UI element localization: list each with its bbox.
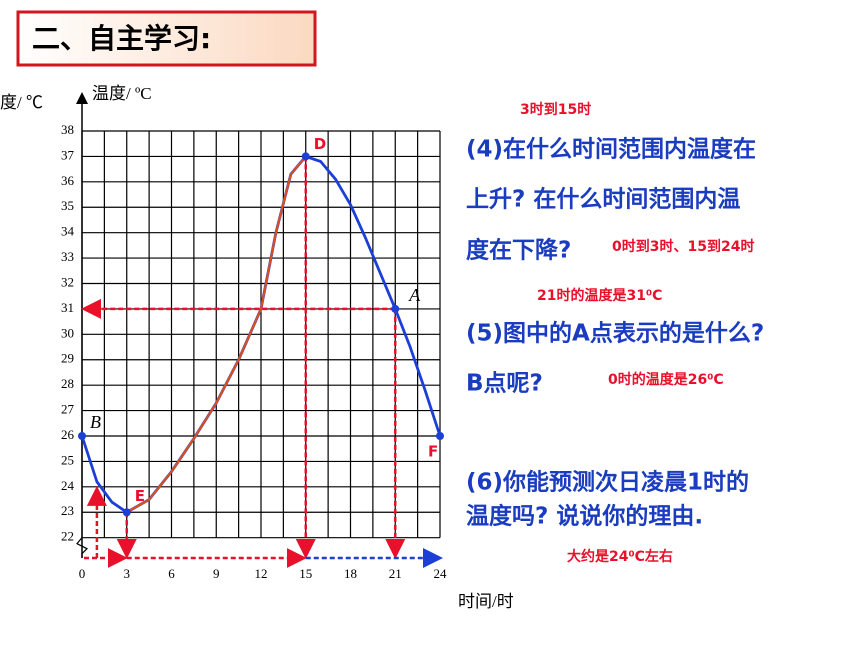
y-tick-label: 27 [61,402,75,417]
x-tick-label: 24 [434,566,448,581]
answer: 21时的温度是31⁰C [537,287,662,304]
point-label: D [314,135,326,153]
point-label: A [408,285,421,305]
question: (6)你能预测次日凌晨1时的 [466,469,749,496]
point [391,304,400,313]
x-tick-label: 9 [213,566,220,581]
y-tick-label: 25 [61,452,74,467]
point [78,432,86,440]
y-tick-label: 30 [61,325,74,340]
point-label: E [135,487,145,505]
point [436,432,444,440]
x-tick-label: 18 [344,566,357,581]
y-tick-label: 26 [61,427,75,442]
x-tick-label: 0 [79,566,86,581]
y-tick-label: 36 [61,173,75,188]
answer: 大约是24⁰C左右 [567,548,673,565]
y-tick-label: 29 [61,351,74,366]
point [122,508,131,517]
question: 度在下降? [466,237,571,264]
y-tick-label: 31 [61,300,74,315]
y-tick-label: 33 [61,249,74,264]
x-tick-label: 3 [124,566,131,581]
axis-break [76,537,89,558]
question: 温度吗? 说说你的理由. [466,503,703,530]
x-tick-label: 15 [299,566,312,581]
y-axis-title: 温度/ ºC [92,84,152,103]
x-axis-title: 时间/时 [458,592,514,611]
question: (4)在什么时间范围内温度在 [466,136,756,163]
point-label: F [428,443,438,461]
question: (5)图中的A点表示的是什么? [466,320,764,347]
y-tick-label: 35 [61,198,74,213]
point [301,152,310,161]
y-tick-label: 32 [61,274,74,289]
header-box [16,10,317,67]
question: B点呢? [466,371,543,397]
answer: 0时到3时、15到24时 [612,238,754,255]
series-line [126,155,307,514]
header-title: 二、自主学习: [32,22,211,55]
question: 上升? 在什么时间范围内温 [466,186,740,213]
point-label: B [90,412,101,432]
y-tick-label: 34 [61,224,75,239]
x-tick-label: 21 [389,566,402,581]
y-tick-label: 38 [61,122,74,137]
y-tick-label: 23 [61,503,74,518]
y-tick-label: 22 [61,529,74,544]
answer: 0时的温度是26⁰C [608,371,724,388]
y-tick-label: 37 [61,147,75,162]
y-tick-label: 28 [61,376,74,391]
answer: 3时到15时 [520,101,591,118]
x-tick-label: 6 [168,566,175,581]
cut-axis-label: 度/ ℃ [0,93,43,112]
y-tick-label: 24 [61,478,75,493]
x-tick-label: 12 [255,566,268,581]
